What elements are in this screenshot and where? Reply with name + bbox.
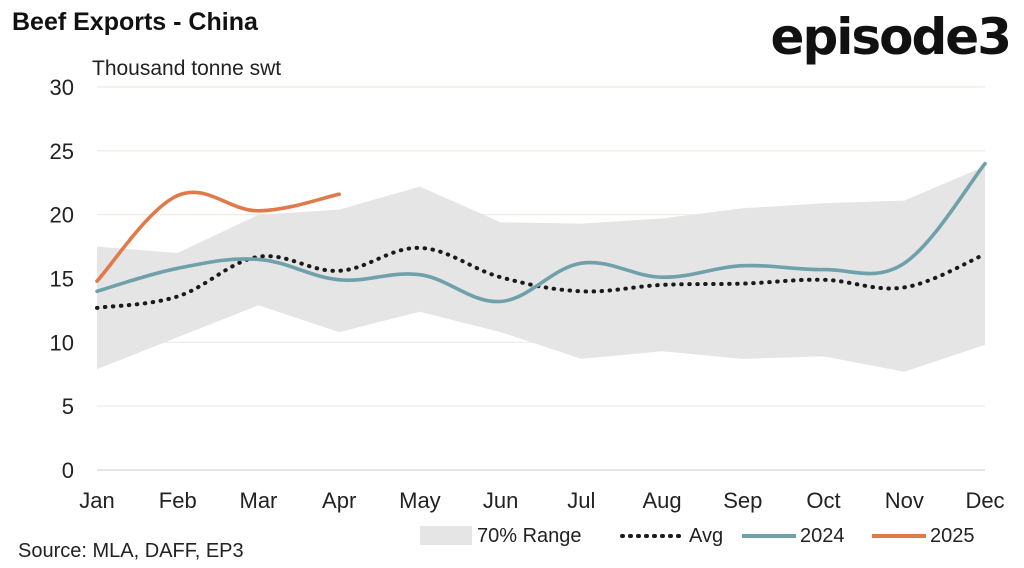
y-tick-label: 15	[50, 267, 74, 292]
x-tick-label: Oct	[806, 488, 840, 513]
x-tick-label: Nov	[885, 488, 924, 513]
x-tick-label: Jun	[483, 488, 518, 513]
range-band	[97, 166, 985, 372]
x-tick-label: Jan	[79, 488, 114, 513]
y-tick-label: 25	[50, 139, 74, 164]
series-line-2024	[95, 161, 987, 304]
x-tick-label: Feb	[159, 488, 197, 513]
x-tick-label: Aug	[643, 488, 682, 513]
y-axis-unit-label: Thousand tonne swt	[92, 57, 281, 80]
x-tick-label: Jul	[567, 488, 595, 513]
axis-layer: 0 5 10 15 20 25 30 Jan Feb Mar Apr May Jun Jul Aug Sep O…	[50, 75, 1005, 513]
legend: 70% Range Avg 2024 2025	[420, 525, 975, 547]
y-tick-label: 10	[50, 330, 74, 355]
range-band-layer	[97, 166, 985, 372]
x-tick-label: May	[399, 488, 441, 513]
legend-label-avg: Avg	[689, 525, 723, 547]
chart-title: Beef Exports - China	[12, 8, 258, 36]
y-tick-label: 30	[50, 75, 74, 100]
series-layer	[95, 161, 987, 310]
x-tick-label: Dec	[965, 488, 1004, 513]
y-tick-label: 0	[62, 458, 74, 483]
y-tick-label: 20	[50, 203, 74, 228]
source-note: Source: MLA, DAFF, EP3	[18, 540, 244, 562]
x-tick-label: Apr	[322, 488, 356, 513]
legend-label-2024: 2024	[800, 525, 845, 547]
legend-swatch-range	[420, 526, 472, 545]
y-tick-label: 5	[62, 394, 74, 419]
legend-label-range: 70% Range	[477, 525, 582, 547]
x-tick-label: Mar	[240, 488, 278, 513]
episode3-logo: episode3	[770, 8, 1012, 66]
series-line-2025	[95, 190, 341, 283]
x-tick-label: Sep	[723, 488, 762, 513]
legend-label-2025: 2025	[930, 525, 975, 547]
